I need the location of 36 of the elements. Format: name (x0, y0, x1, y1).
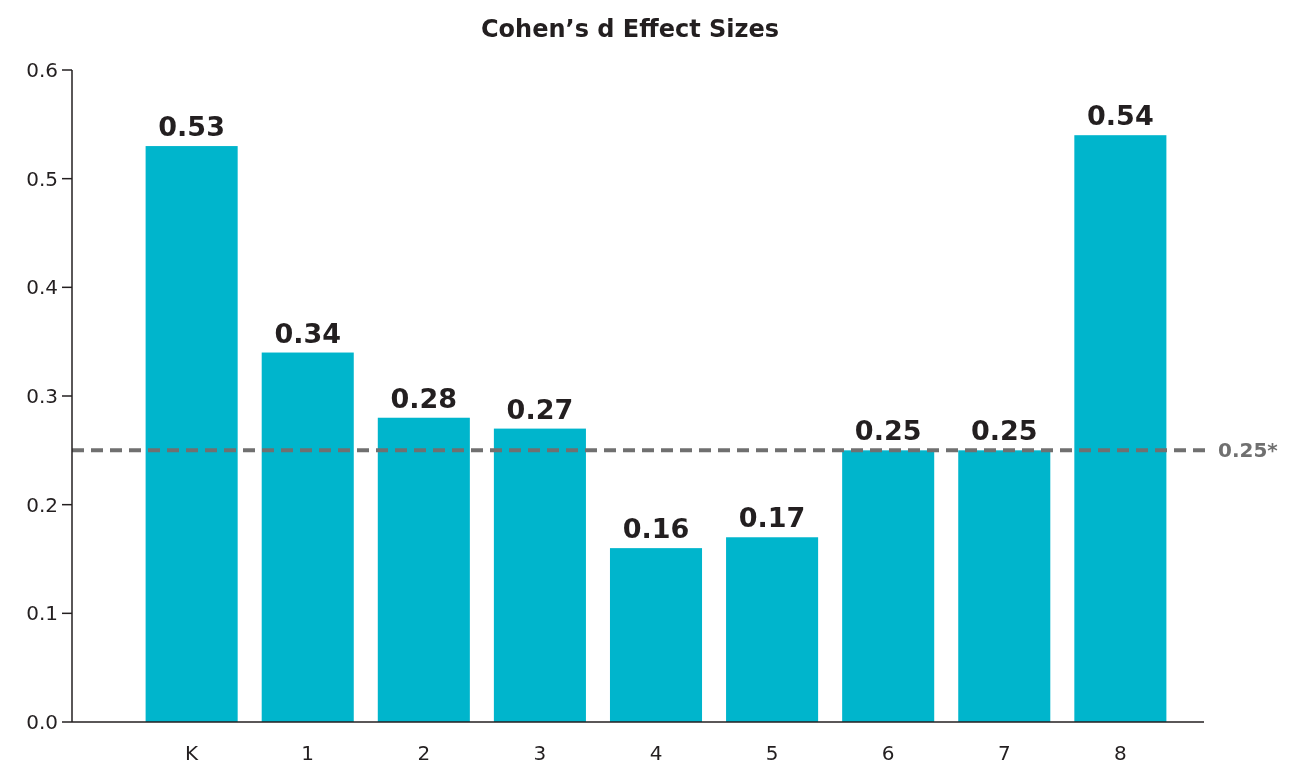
x-tick-label: 3 (533, 741, 547, 765)
bar (377, 417, 470, 722)
data-label: 0.53 (158, 111, 225, 143)
bar (726, 537, 819, 722)
x-tick-label: 7 (997, 741, 1011, 765)
data-label: 0.34 (274, 317, 342, 349)
x-tick-label: 8 (1113, 741, 1127, 765)
bar (261, 352, 354, 722)
bar (493, 428, 586, 722)
bar (609, 548, 703, 722)
y-tick-label: 0.1 (26, 601, 58, 626)
data-label: 0.16 (622, 513, 690, 545)
bar (958, 450, 1051, 722)
chart-title: Cohen’s d Effect Sizes (480, 15, 780, 43)
y-tick-label: 0.3 (26, 384, 58, 408)
x-tick-label: 5 (765, 741, 779, 765)
data-label: 0.25 (854, 415, 922, 447)
y-tick-label: 0.5 (26, 166, 58, 191)
bar (842, 450, 935, 722)
x-tick-label: 1 (301, 741, 315, 765)
x-tick-label: 4 (649, 741, 663, 765)
data-label: 0.54 (1087, 100, 1154, 132)
x-tick-label: 6 (881, 741, 895, 765)
x-tick-label: 2 (417, 741, 431, 765)
bar (145, 146, 238, 722)
data-label: 0.17 (738, 502, 806, 534)
y-tick-label: 0.0 (26, 710, 58, 734)
y-tick-label: 0.6 (26, 58, 58, 82)
data-label: 0.28 (390, 382, 458, 414)
data-label: 0.27 (506, 393, 574, 425)
bar (1074, 135, 1167, 722)
y-tick-label: 0.2 (26, 492, 58, 517)
y-tick-label: 0.4 (26, 275, 58, 300)
ref-line-label: 0.25* (1218, 438, 1279, 463)
x-tick-label: K (185, 741, 200, 765)
data-label: 0.25 (970, 415, 1038, 447)
